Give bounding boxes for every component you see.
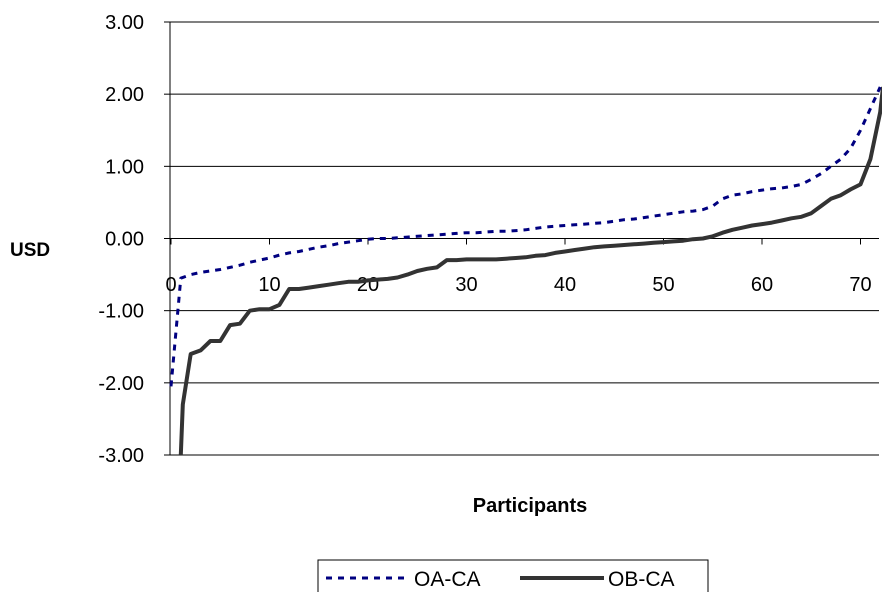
x-tick-label: 10 (258, 274, 280, 296)
legend-label-oa-ca: OA-CA (414, 568, 481, 591)
y-tick-label: 3.00 (105, 12, 144, 34)
y-axis-title: USD (10, 240, 50, 261)
data-series (169, 86, 882, 456)
y-tick-label: 2.00 (105, 84, 144, 106)
gridlines (170, 21, 879, 456)
y-tick-label: 1.00 (105, 156, 144, 178)
y-tick-label: -1.00 (98, 301, 144, 323)
x-tick-label: 40 (554, 274, 576, 296)
x-tick-label: 60 (751, 274, 773, 296)
x-tick-label: 50 (652, 274, 674, 296)
x-tick-label: 0 (165, 274, 176, 296)
series-line-ob-ca (178, 86, 882, 456)
legend-box (317, 559, 709, 592)
tick-labels: 3.00 2.00 1.00 0.00 -1.00 -2.00 -3.00 0 10 20 30 40… (98, 12, 871, 467)
legend: OA-CA OB-CA (317, 559, 709, 592)
x-tick-label: 30 (455, 274, 477, 296)
x-axis-title: Participants (473, 495, 587, 517)
y-tick-label: -3.00 (98, 445, 144, 467)
x-tick-label: 20 (357, 274, 379, 296)
x-tick-label: 70 (849, 274, 871, 296)
y-tick-label: -2.00 (98, 373, 144, 395)
series-line-oa-ca (169, 86, 882, 387)
y-tick-label: 0.00 (105, 229, 144, 251)
legend-label-ob-ca: OB-CA (608, 568, 675, 591)
